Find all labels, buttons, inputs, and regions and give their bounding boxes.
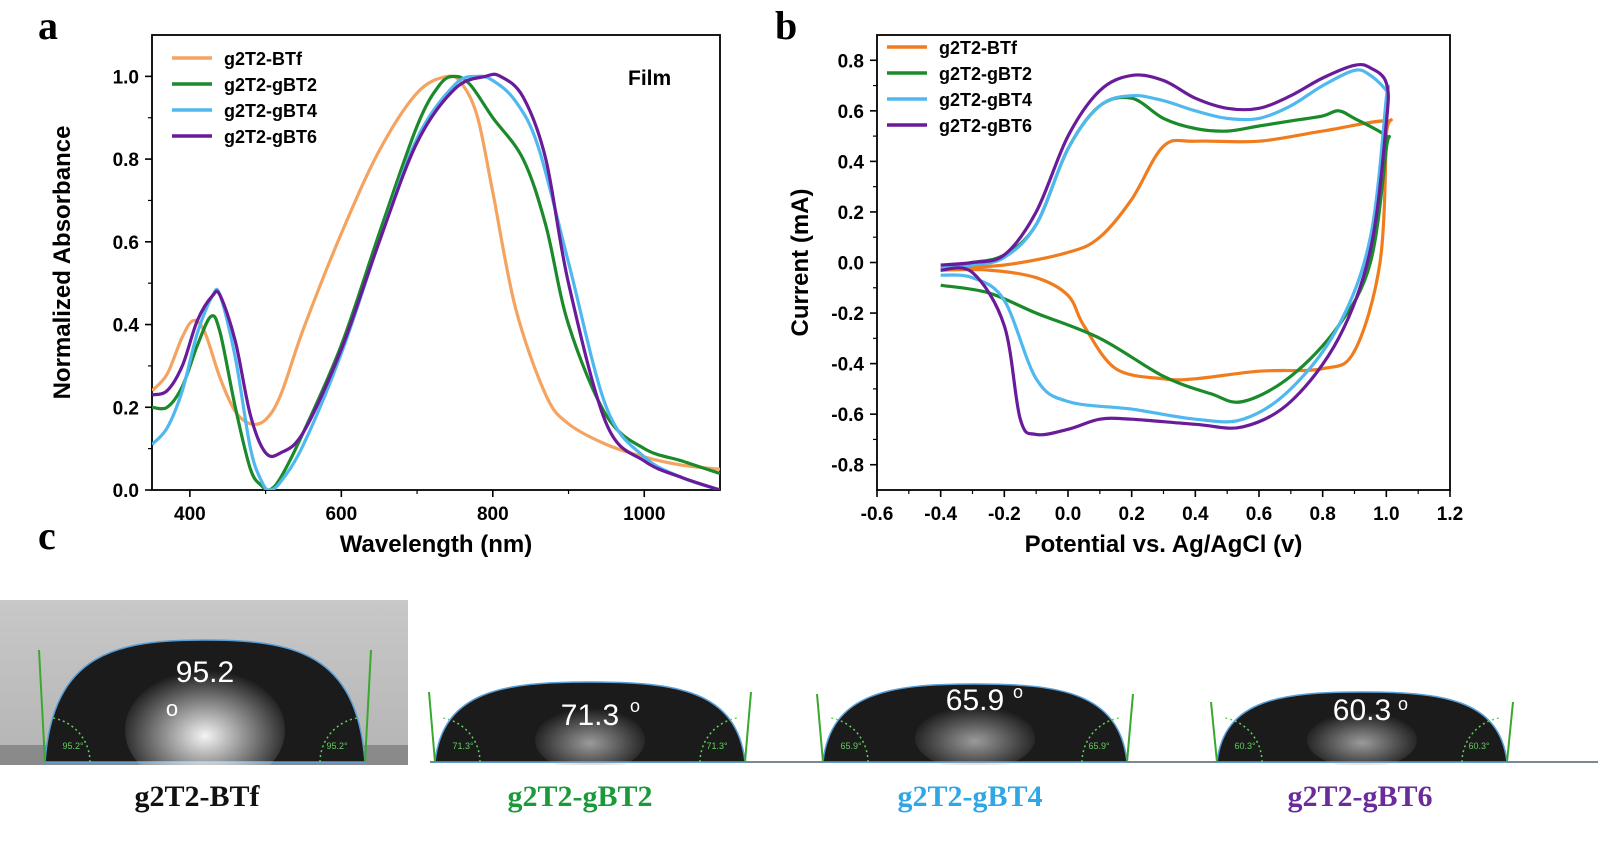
photo-caption-gbt6: g2T2-gBT6 (1287, 780, 1433, 813)
y-tick-label: 0.2 (838, 203, 864, 224)
series-line-g2T2-gBT6 (152, 72, 720, 490)
y-tick-label: 0.2 (113, 398, 139, 419)
x-tick-label: -0.6 (861, 504, 894, 525)
x-tick-label: -0.2 (988, 504, 1021, 525)
series-line-g2T2-gBT2 (152, 74, 720, 490)
legend-label: g2T2-gBT2 (939, 64, 1032, 84)
contact-angle-value: 65.9 (946, 684, 1004, 717)
contact-angle-value: 60.3 (1333, 694, 1391, 727)
angle-side-label-right: 71.3° (706, 741, 728, 751)
droplet-reflection (915, 706, 1035, 765)
angle-arc-left (1224, 717, 1263, 763)
plot-frame (151, 34, 721, 491)
droplet-reflection (125, 670, 285, 765)
y-tick-label: 0.4 (838, 152, 865, 173)
legend-label: g2T2-gBT6 (939, 116, 1032, 136)
degree-mark: o (1013, 682, 1023, 702)
angle-side-label-right: 95.2° (326, 741, 348, 751)
degree-mark: o (166, 696, 178, 721)
photo-caption-gbt2: g2T2-gBT2 (507, 780, 653, 813)
tangent-line-right (364, 649, 372, 763)
y-tick-label: 1.0 (113, 67, 139, 88)
x-tick-label: 800 (477, 504, 509, 525)
absorbance-chart: 400 600 800 1000 0.0 0.2 0.4 0.6 0.8 1.0 Wavelengt… (49, 34, 721, 558)
contact-angle-value: 71.3 (561, 699, 619, 732)
panel-label-a: a (38, 3, 58, 48)
tangent-line-left (1210, 701, 1218, 763)
y-tick-label: 0.8 (113, 150, 139, 171)
tangent-line-right (744, 691, 752, 763)
legend-label: g2T2-BTf (939, 38, 1018, 58)
chart-annotation: Film (628, 67, 671, 90)
angle-arc-right (1461, 717, 1500, 763)
x-tick-label: 0.8 (1309, 504, 1335, 525)
angle-side-label-right: 60.3° (1468, 741, 1490, 751)
y-tick-label: -0.4 (831, 355, 864, 376)
tangent-line-right (1506, 701, 1514, 763)
x-tick-label: 0.0 (1055, 504, 1081, 525)
photo-caption-gbt4: g2T2-gBT4 (897, 780, 1043, 813)
x-tick-label: 0.4 (1182, 504, 1209, 525)
degree-mark: o (630, 696, 640, 716)
y-tick-label: 0.6 (838, 102, 864, 123)
y-axis-label: Current (mA) (787, 189, 814, 337)
x-tick-label: 1000 (623, 504, 665, 525)
angle-arc-right (319, 717, 358, 763)
x-tick-label: 0.2 (1118, 504, 1144, 525)
droplet-reflection (1307, 712, 1417, 765)
angle-side-label-left: 60.3° (1234, 741, 1256, 751)
legend-label: g2T2-gBT4 (939, 90, 1032, 110)
contact-angle-photos: 95.2° 95.2° 95.2 o 71.3° 71.3° 71.3 o 65.9° 65.9°… (0, 600, 1598, 765)
x-tick-label: 0.6 (1246, 504, 1272, 525)
tangent-line-left (38, 649, 46, 763)
angle-side-label-left: 65.9° (840, 741, 862, 751)
legend-label: g2T2-gBT2 (224, 75, 317, 95)
x-axis-label: Wavelength (nm) (340, 531, 532, 558)
series-line-g2T2-gBT4 (940, 68, 1390, 424)
tangent-line-left (428, 691, 436, 763)
angle-side-label-left: 95.2° (62, 741, 84, 751)
legend-label: g2T2-gBT4 (224, 101, 317, 121)
angle-arc-left (442, 717, 481, 763)
panel-label-b: b (775, 3, 798, 48)
angle-arc-right (699, 717, 738, 763)
y-tick-label: -0.6 (831, 405, 864, 426)
angle-arc-left (52, 717, 91, 763)
series-line-g2T2-BTf (152, 74, 720, 471)
y-tick-label: 0.4 (113, 316, 140, 337)
x-tick-label: 1.2 (1437, 504, 1463, 525)
angle-arc-left (830, 717, 869, 763)
y-tick-label: 0.0 (113, 481, 139, 502)
legend-label: g2T2-BTf (224, 49, 303, 69)
y-tick-label: 0.8 (838, 51, 864, 72)
legend-label: g2T2-gBT6 (224, 127, 317, 147)
x-tick-label: 1.0 (1373, 504, 1399, 525)
tangent-line-right (1126, 693, 1134, 763)
angle-arc-right (1081, 717, 1120, 763)
y-axis-label: Normalized Absorbance (49, 126, 76, 400)
series-line-g2T2-BTf (940, 118, 1393, 382)
angle-side-label-right: 65.9° (1088, 741, 1110, 751)
y-tick-label: 0.6 (113, 233, 139, 254)
tangent-line-left (816, 693, 824, 763)
y-tick-label: -0.2 (831, 304, 864, 325)
series-line-g2T2-gBT6 (940, 62, 1390, 437)
photo-caption-btf: g2T2-BTf (134, 780, 260, 813)
droplet-reflection (535, 708, 645, 765)
x-tick-label: 400 (174, 504, 206, 525)
y-tick-label: 0.0 (838, 254, 864, 275)
cyclic-voltammetry-chart: -0.6 -0.4 -0.2 0.0 0.2 0.4 0.6 0.8 1.0 1.2 -0.8 -0.… (787, 34, 1463, 558)
angle-side-label-left: 71.3° (452, 741, 474, 751)
x-tick-label: 600 (325, 504, 357, 525)
degree-mark: o (1398, 694, 1408, 714)
panel-label-c: c (38, 513, 56, 558)
contact-angle-value: 95.2 (176, 656, 234, 689)
x-tick-label: -0.4 (924, 504, 957, 525)
y-tick-label: -0.8 (831, 456, 864, 477)
x-axis-label: Potential vs. Ag/AgCl (v) (1025, 531, 1303, 558)
